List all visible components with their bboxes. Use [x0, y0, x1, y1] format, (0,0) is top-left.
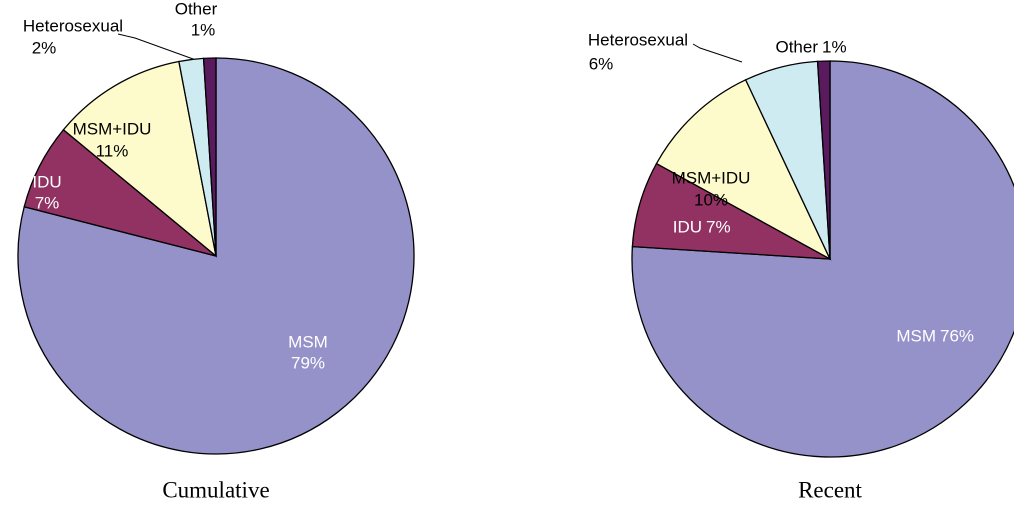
slice-label: Heterosexual — [588, 30, 688, 49]
slice-value-label: 2% — [32, 38, 57, 57]
slice-label: Other — [175, 0, 218, 18]
slice-value-label: 76% — [940, 326, 974, 345]
slice-label: IDU — [673, 217, 702, 236]
slice-label: IDU — [32, 172, 61, 191]
slice-label: Other — [775, 37, 818, 56]
slice-value-label: 7% — [706, 217, 731, 236]
slice-value-label: 7% — [35, 193, 60, 212]
slice-value-label: 79% — [291, 353, 325, 372]
chart-title: Cumulative — [162, 477, 269, 502]
slice-value-label: 11% — [96, 141, 129, 160]
chart-title: Recent — [798, 477, 862, 502]
pie-slice — [62, 60, 217, 258]
pie-slice — [816, 60, 831, 260]
leader-line — [692, 43, 743, 63]
slice-value-label: 1% — [191, 20, 216, 39]
slice-label: MSM — [288, 332, 328, 351]
slice-value-label: 10% — [694, 190, 728, 209]
slice-label: MSM+IDU — [672, 168, 751, 187]
slice-label: MSM+IDU — [73, 119, 152, 138]
leader-line — [117, 33, 208, 65]
pie-slice — [202, 57, 217, 257]
slice-value-label: 6% — [589, 54, 614, 73]
slice-value-label: 1% — [822, 37, 847, 56]
pie-slice — [655, 78, 832, 261]
slice-label: MSM — [896, 326, 936, 345]
slice-label: Heterosexual — [23, 16, 123, 35]
